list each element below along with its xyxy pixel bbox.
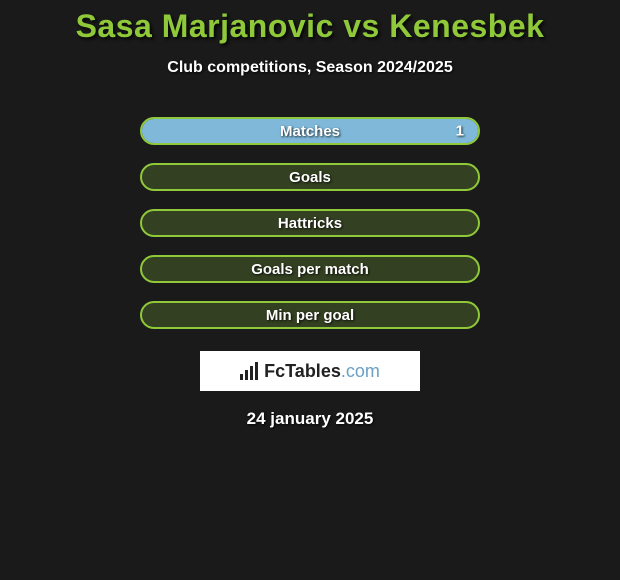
stat-label: Matches (280, 123, 340, 140)
brand-text: FcTables.com (264, 361, 380, 382)
stat-row-mpg: Min per goal (140, 301, 480, 329)
stat-label: Min per goal (266, 307, 354, 324)
brand-name: FcTables (264, 361, 341, 381)
comparison-card: Sasa Marjanovic vs Kenesbek Club competi… (0, 0, 620, 580)
stat-label: Goals per match (251, 261, 369, 278)
stats-area: MFK MICHALOVCE FC KAYSAR Matches 1 Goals (0, 117, 620, 329)
brand-domain: .com (341, 361, 380, 381)
stat-label: Goals (289, 169, 331, 186)
bars-icon (240, 362, 258, 380)
stat-value-right: 1 (456, 123, 464, 140)
page-title: Sasa Marjanovic vs Kenesbek (76, 8, 545, 45)
stat-row-matches: Matches 1 (140, 117, 480, 145)
page-subtitle: Club competitions, Season 2024/2025 (167, 59, 452, 77)
stat-row-hattricks: Hattricks (140, 209, 480, 237)
brand-box: FcTables.com (200, 351, 420, 391)
stat-label: Hattricks (278, 215, 342, 232)
stat-row-gpm: Goals per match (140, 255, 480, 283)
date-line: 24 january 2025 (247, 409, 374, 429)
stat-row-goals: Goals (140, 163, 480, 191)
